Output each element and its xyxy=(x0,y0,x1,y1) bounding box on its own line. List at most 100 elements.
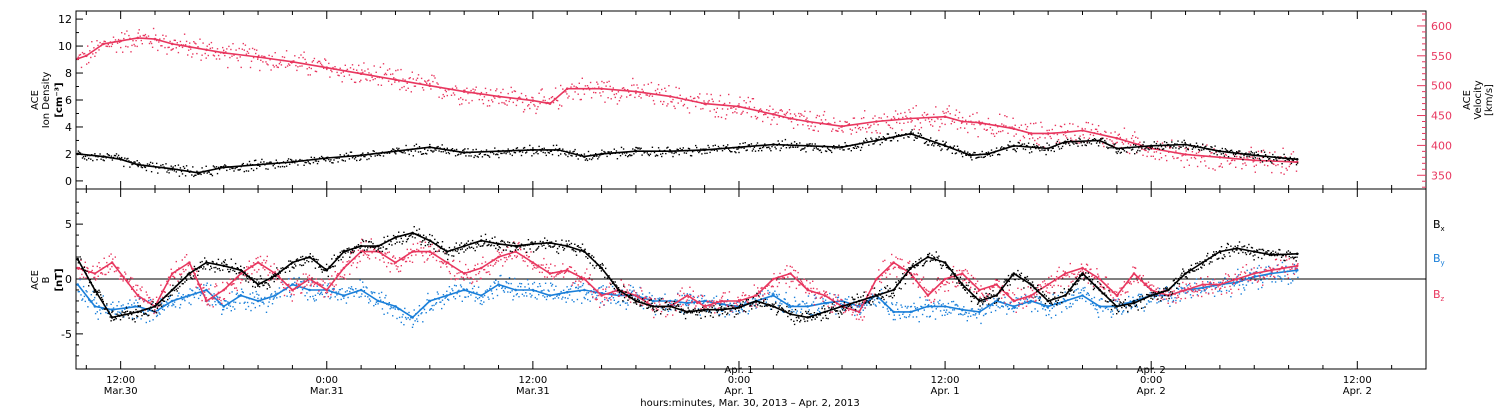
by-point xyxy=(775,293,778,296)
ion-density-point xyxy=(1127,147,1130,149)
by-point xyxy=(251,302,253,304)
by-point xyxy=(140,318,142,320)
ion-density-point xyxy=(1109,144,1111,146)
ion-density-marker xyxy=(557,148,560,152)
velocity-point xyxy=(191,56,193,58)
by-point xyxy=(1246,269,1248,272)
ion-density-point xyxy=(759,147,762,149)
ion-density-point xyxy=(557,154,560,157)
by-point xyxy=(1068,306,1071,308)
velocity-point xyxy=(903,122,905,124)
ion-density-point xyxy=(736,148,738,150)
velocity-point xyxy=(1012,117,1014,119)
bz-point xyxy=(507,246,509,248)
velocity-point xyxy=(657,84,660,86)
ion-density-marker xyxy=(583,155,586,158)
velocity-point xyxy=(819,123,822,125)
by-point xyxy=(526,279,529,281)
velocity-point xyxy=(1020,124,1023,126)
velocity-point xyxy=(345,69,348,72)
bz-point xyxy=(655,308,658,310)
velocity-point xyxy=(1116,141,1118,144)
velocity-point xyxy=(630,94,632,96)
ion-density-point xyxy=(1244,153,1246,155)
by-point xyxy=(332,287,335,290)
by-point xyxy=(618,292,621,295)
ion-density-point xyxy=(140,166,142,168)
by-point xyxy=(1093,296,1096,299)
bz-point xyxy=(620,279,622,281)
bz-point xyxy=(747,301,749,304)
by-marker xyxy=(308,288,311,292)
bz-point xyxy=(491,259,493,261)
by-point xyxy=(1268,272,1271,275)
x-tick-time-label: 0:00 xyxy=(316,375,338,386)
velocity-point xyxy=(1271,171,1273,174)
by-point xyxy=(303,286,305,288)
bz-point xyxy=(331,275,333,277)
velocity-point xyxy=(251,47,254,50)
velocity-point xyxy=(280,64,283,66)
velocity-point xyxy=(384,72,387,75)
bz-point xyxy=(224,287,226,290)
velocity-point xyxy=(1161,142,1164,144)
bz-point xyxy=(443,261,445,263)
ion-density-point xyxy=(334,157,336,159)
bz-point xyxy=(468,277,470,279)
by-point xyxy=(238,294,240,297)
by-point xyxy=(939,299,941,302)
velocity-point xyxy=(556,100,559,102)
bz-point xyxy=(459,260,461,263)
velocity-point xyxy=(429,82,431,85)
velocity-point xyxy=(939,126,941,128)
by-point xyxy=(446,290,448,292)
bz-point xyxy=(316,281,318,283)
velocity-point xyxy=(1126,151,1129,154)
by-point xyxy=(360,295,362,298)
ion-density-point xyxy=(574,148,576,151)
by-point xyxy=(887,310,889,312)
ion-density-point xyxy=(702,148,704,150)
ion-density-point xyxy=(712,145,714,147)
ion-density-point xyxy=(523,146,526,149)
bz-point xyxy=(414,251,416,253)
bz-point xyxy=(312,282,314,284)
by-point xyxy=(587,298,589,301)
velocity-point xyxy=(862,126,864,129)
ion-density-point xyxy=(838,144,840,147)
velocity-point xyxy=(965,119,967,121)
by-point xyxy=(913,302,915,305)
velocity-point xyxy=(684,99,687,101)
by-point xyxy=(357,289,360,292)
velocity-point xyxy=(453,94,456,96)
by-point xyxy=(1045,314,1047,317)
velocity-point xyxy=(133,43,135,46)
velocity-point xyxy=(916,118,918,120)
velocity-point xyxy=(115,51,118,53)
by-point xyxy=(134,305,136,307)
ion-density-point xyxy=(915,137,917,139)
velocity-point xyxy=(791,117,794,119)
velocity-point xyxy=(435,85,437,88)
by-point xyxy=(392,315,394,317)
by-point xyxy=(443,303,445,306)
by-point xyxy=(951,301,953,303)
ion-density-point xyxy=(869,141,871,143)
ion-density-point xyxy=(1201,149,1203,151)
by-point xyxy=(946,313,949,315)
velocity-point xyxy=(315,70,318,73)
velocity-point xyxy=(768,109,770,112)
by-marker xyxy=(548,294,552,297)
by-point xyxy=(1268,265,1270,268)
ion-density-point xyxy=(187,169,189,171)
by-point xyxy=(981,307,983,309)
velocity-point xyxy=(1171,139,1173,141)
bz-point xyxy=(457,278,459,280)
velocity-point xyxy=(949,113,951,115)
by-point xyxy=(1085,293,1088,296)
by-point xyxy=(155,315,158,318)
ion-density-point xyxy=(386,152,389,154)
velocity-point xyxy=(1249,156,1251,158)
velocity-point xyxy=(452,92,455,94)
ion-density-point xyxy=(339,154,341,156)
